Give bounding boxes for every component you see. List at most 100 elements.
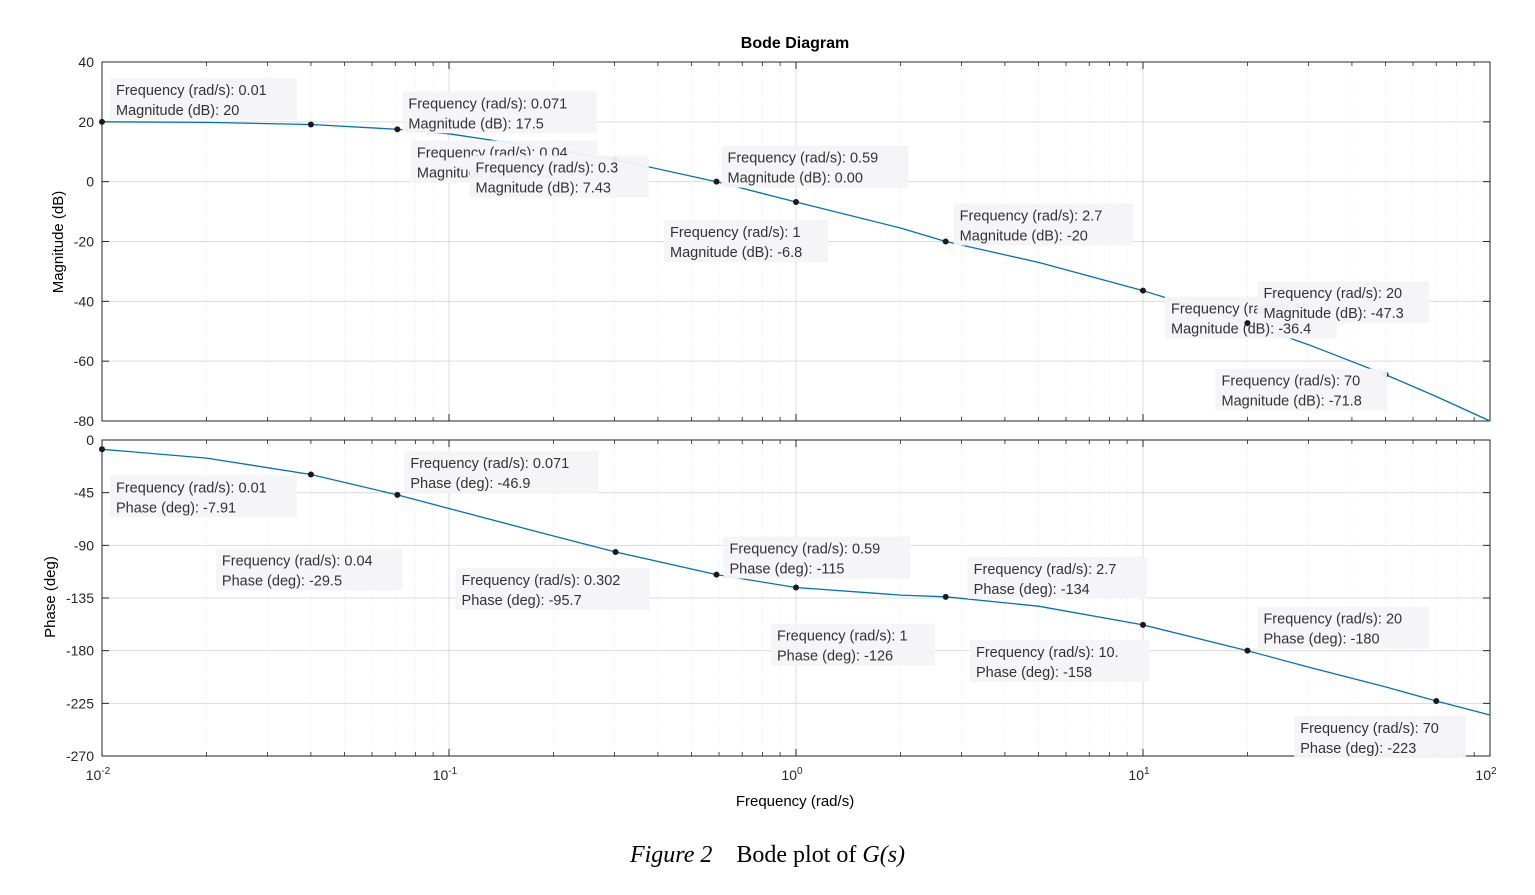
magnitude-datatip-marker: [713, 178, 720, 185]
phase-datatip-value: Phase (deg): -95.7: [462, 593, 582, 609]
magnitude-datatip-marker: [942, 238, 949, 245]
phase-y-tick-label: 0: [86, 432, 94, 448]
phase-y-tick-label: -135: [66, 590, 94, 606]
phase-datatip-box: [970, 639, 1150, 682]
phase-axes: 0 -45 -90 -135 -180 -225 -270 Frequency (rad/s)…: [66, 432, 1497, 783]
magnitude-datatip-value: Magnitude (dB): -36.4: [1171, 322, 1311, 338]
x-tick-label: 102: [1475, 766, 1497, 783]
phase-datatip-marker: [99, 446, 105, 453]
phase-y-tick-label: -45: [74, 485, 94, 501]
phase-datatip-value: Phase (deg): -115: [729, 562, 844, 578]
magnitude-datatip-frequency: Frequency (rad/s): 1: [670, 225, 801, 241]
phase-y-tick-label: -90: [74, 537, 94, 553]
phase-datatip-box: [455, 568, 650, 611]
magnitude-datatip-box: [953, 203, 1133, 246]
chart-title: Bode Diagram: [741, 35, 849, 52]
phase-datatip-value: Phase (deg): -7.91: [116, 500, 236, 516]
phase-datatip-value: Phase (deg): -134: [974, 582, 1090, 598]
caption-text: Bode plot of: [736, 842, 863, 868]
magnitude-datatip-value: Magnitude (dB): 17.5: [408, 116, 543, 132]
magnitude-datatip-frequency: Frequency (rad/s): 0.3: [476, 160, 619, 176]
phase-datatip-frequency: Frequency (rad/s): 0.04: [222, 554, 373, 570]
phase-datatip-value: Phase (deg): -126: [777, 648, 893, 664]
figure-caption: Figure 2 Bode plot of G(s): [0, 842, 1535, 869]
phase-datatip-frequency: Frequency (rad/s): 70: [1300, 721, 1439, 737]
magnitude-y-tick-label: -20: [74, 234, 94, 250]
magnitude-y-tick-label: -40: [74, 293, 94, 309]
phase-datatip-frequency: Frequency (rad/s): 0.071: [410, 456, 569, 472]
magnitude-datatip-value: Magnitude (dB): -47.3: [1263, 306, 1403, 322]
phase-y-tick-label: -225: [66, 695, 94, 711]
magnitude-datatip-value: Magnitude (dB): -71.8: [1222, 394, 1362, 410]
magnitude-datatip-marker: [1140, 287, 1146, 294]
magnitude-datatip-frequency: Frequency (rad/s): 20: [1263, 286, 1402, 302]
phase-datatip-frequency: Frequency (rad/s): 2.7: [974, 562, 1117, 578]
x-tick-label: 101: [1128, 766, 1150, 783]
phase-datatip-box: [967, 556, 1147, 599]
magnitude-axes: 40 20 0 -20 -40 -60 -80 Frequency (rad/s): 0.01…: [74, 54, 1491, 429]
phase-datatip-box: [110, 475, 297, 518]
phase-datatip-value: Phase (deg): -223: [1300, 741, 1416, 757]
x-tick-label: 100: [781, 766, 803, 783]
magnitude-datatip-frequency: Frequency (rad/s): 0.071: [408, 96, 567, 112]
phase-datatip-frequency: Frequency (rad/s): 1: [777, 628, 908, 644]
magnitude-datatip-marker: [793, 199, 799, 206]
phase-datatip-box: [771, 623, 935, 666]
phase-datatip-value: Phase (deg): -46.9: [410, 476, 530, 492]
magnitude-datatip-value: Magnitude (dB): -20: [960, 229, 1088, 245]
phase-datatip-value: Phase (deg): -158: [976, 665, 1092, 681]
phase-datatip-frequency: Frequency (rad/s): 20: [1263, 612, 1402, 628]
magnitude-datatip-frequency: Frequency (rad/s): 2.7: [960, 209, 1103, 225]
magnitude-datatip-frequency: Frequency (rad/s): 70: [1222, 374, 1361, 390]
magnitude-datatip-marker: [394, 126, 401, 133]
magnitude-datatip-frequency: Frequency (rad/s): 0.59: [727, 151, 878, 167]
magnitude-datatip-box: [664, 220, 828, 263]
magnitude-series-line: [101, 121, 1491, 422]
x-tick-label: 10-1: [433, 766, 458, 783]
magnitude-datatip-box: [110, 77, 297, 120]
caption-math: G(s): [862, 842, 906, 868]
magnitude-datatip-value: Magnitude (dB): 20: [116, 103, 239, 119]
magnitude-datatip-marker: [307, 121, 314, 128]
phase-datatip-value: Phase (deg): -29.5: [222, 574, 342, 590]
phase-datatip-box: [723, 536, 911, 579]
magnitude-datatip-box: [402, 91, 597, 134]
phase-series-line: [101, 448, 1491, 716]
magnitude-y-label: Magnitude (dB): [50, 191, 67, 294]
phase-datatip-frequency: Frequency (rad/s): 0.01: [116, 480, 267, 496]
magnitude-datatip-value: Magnitude (dB): -6.8: [670, 245, 802, 261]
phase-axes-box: [101, 439, 1491, 757]
magnitude-y-tick-label: 40: [78, 54, 94, 70]
magnitude-datatip-value: Magnitude (dB): 0.00: [727, 171, 862, 187]
x-axis-label: Frequency (rad/s): [736, 793, 854, 810]
phase-datatip-marker: [394, 491, 401, 498]
x-tick-label: 10-2: [86, 766, 111, 783]
magnitude-datatip-frequency: Frequency (rad/s): 0.01: [116, 83, 267, 99]
phase-datatip-box: [404, 450, 599, 493]
phase-datatip-marker: [713, 571, 720, 578]
magnitude-datatip-marker: [99, 118, 105, 125]
magnitude-datatip-marker: [1244, 320, 1251, 327]
magnitude-y-tick-label: -80: [74, 413, 94, 429]
magnitude-axes-box: [101, 61, 1491, 422]
phase-y-tick-label: -270: [66, 748, 94, 764]
phase-datatip-marker: [307, 471, 314, 478]
caption-figure-label: Figure 2: [629, 842, 713, 868]
phase-datatip-box: [1294, 715, 1466, 758]
magnitude-datatip-box: [721, 145, 909, 188]
magnitude-datatip-box: [469, 155, 649, 198]
phase-datatip-box: [215, 548, 403, 591]
phase-datatip-value: Phase (deg): -180: [1263, 632, 1379, 648]
magnitude-datatip-box: [1215, 368, 1388, 411]
phase-datatip-frequency: Frequency (rad/s): 0.59: [729, 542, 880, 558]
phase-datatip-marker: [612, 549, 619, 556]
phase-y-tick-label: -180: [66, 643, 94, 659]
magnitude-y-tick-label: -60: [74, 353, 94, 369]
phase-y-label: Phase (deg): [42, 556, 59, 638]
phase-datatip-marker: [942, 593, 949, 600]
phase-datatip-box: [1257, 606, 1430, 649]
phase-datatip-marker: [793, 584, 799, 591]
magnitude-y-tick-label: 0: [86, 174, 94, 190]
phase-datatip-frequency: Frequency (rad/s): 0.302: [462, 573, 621, 589]
magnitude-datatip-box: [1257, 281, 1430, 324]
